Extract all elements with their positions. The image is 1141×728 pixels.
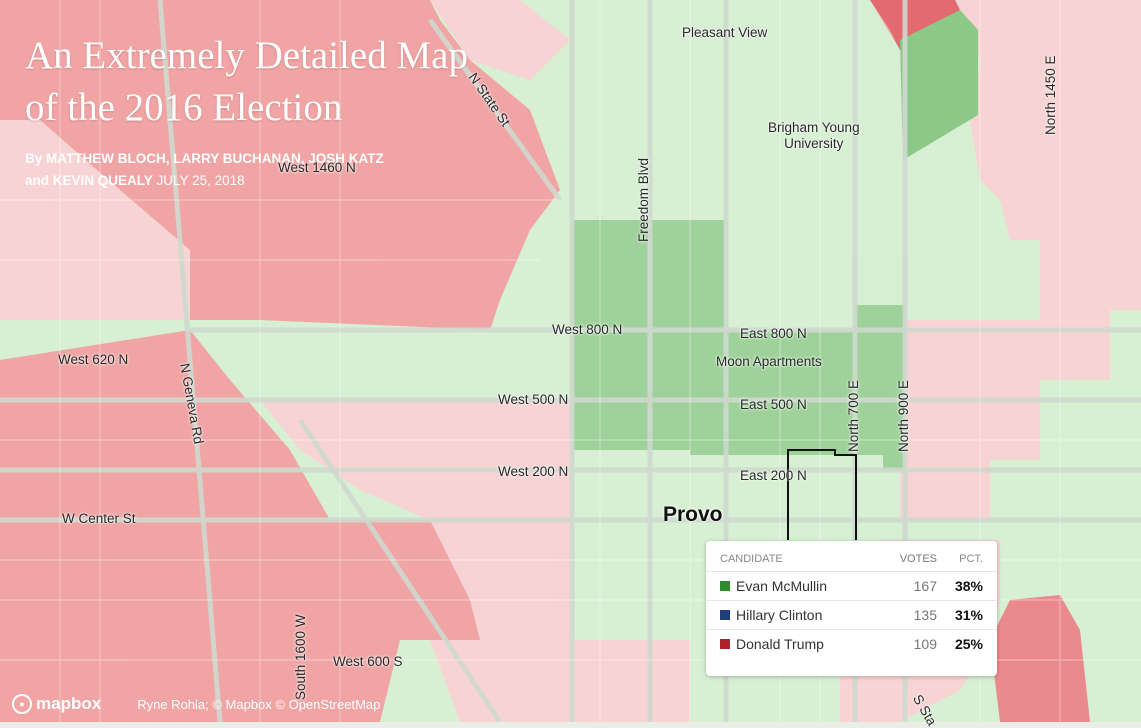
header-votes: VOTES [899,553,937,565]
header-candidate: CANDIDATE [720,553,783,565]
precinct-trump-light [940,0,1141,380]
candidate-name: Donald Trump [736,636,824,652]
candidate-name: Evan McMullin [736,578,828,594]
label-east-800-n: East 800 N [740,326,807,341]
results-row: Evan McMullin 167 38% [706,571,997,600]
label-east-200-n: East 200 N [740,468,807,483]
title-line-1: An Extremely Detailed Map [25,34,468,77]
label-west-500-n: West 500 N [498,392,569,407]
mapbox-logo-icon: ● [12,694,32,714]
label-freedom-blvd: Freedom Blvd [636,157,651,242]
results-row: Hillary Clinton 135 31% [706,600,997,629]
precinct-trump-darkest [870,0,960,50]
label-west-200-n: West 200 N [498,464,569,479]
mapbox-logo-text: mapbox [36,694,102,713]
candidate-color-swatch [720,610,730,620]
candidate-name: Hillary Clinton [736,607,823,623]
map-credits[interactable]: Ryne Rohla; © Mapbox © OpenStreetMap [137,696,381,712]
label-byu: Brigham Young University [768,120,860,151]
byline-authors-1: By MATTHEW BLOCH, LARRY BUCHANAN, JOSH K… [25,151,384,166]
candidate-votes: 167 [913,578,937,594]
label-moon-apartments: Moon Apartments [716,354,822,369]
label-east-500-n: East 500 N [740,397,807,412]
header-pct: PCT. [959,553,983,565]
page-title: An Extremely Detailed Map of the 2016 El… [25,30,468,134]
selected-precinct-outline[interactable] [787,449,857,540]
label-west-1460-n: West 1460 N [278,160,356,175]
label-west-600-s: West 600 S [333,654,403,669]
label-north-700-e: North 700 E [846,379,861,452]
label-provo: Provo [663,503,723,526]
candidate-votes: 109 [913,636,937,652]
label-north-900-e: North 900 E [896,379,911,452]
label-pleasant-view: Pleasant View [682,25,768,40]
precinct-trump-strong [0,330,480,722]
candidate-pct: 25% [954,636,983,652]
label-west-620-n: West 620 N [58,352,129,367]
precinct-mcmullin-darkest [900,10,978,160]
label-south-1600-w: South 1600 W [293,614,308,700]
label-west-800-n: West 800 N [552,322,623,337]
precinct-trump-light [0,120,190,320]
mapbox-logo[interactable]: ● mapbox [12,694,101,714]
precinct-trump-strong [0,0,560,330]
byline: By MATTHEW BLOCH, LARRY BUCHANAN, JOSH K… [25,148,468,192]
results-row: Donald Trump 109 25% [706,629,997,658]
precinct-trump-light [400,520,690,722]
label-north-1450-e: North 1450 E [1043,55,1058,135]
candidate-color-swatch [720,639,730,649]
candidate-pct: 31% [954,607,983,623]
candidate-color-swatch [720,581,730,591]
candidate-pct: 38% [954,578,983,594]
label-w-center-st: W Center St [62,511,136,526]
byline-authors-2: and KEVIN QUEALY [25,173,153,188]
title-block: An Extremely Detailed Map of the 2016 El… [25,30,468,192]
map-attribution: ● mapbox Ryne Rohla; © Mapbox © OpenStre… [12,694,380,714]
candidate-votes: 135 [913,607,937,623]
precinct-results-tooltip: CANDIDATE VOTES PCT. Evan McMullin 167 3… [706,541,997,676]
results-header: CANDIDATE VOTES PCT. [706,541,997,571]
title-line-2: of the 2016 Election [25,86,343,129]
precinct-mcmullin-strong [572,220,905,470]
byline-date: JULY 25, 2018 [156,173,245,188]
precinct-trump-light [260,400,570,520]
precinct-trump-light [430,0,570,80]
precinct-trump-strong [990,595,1090,722]
